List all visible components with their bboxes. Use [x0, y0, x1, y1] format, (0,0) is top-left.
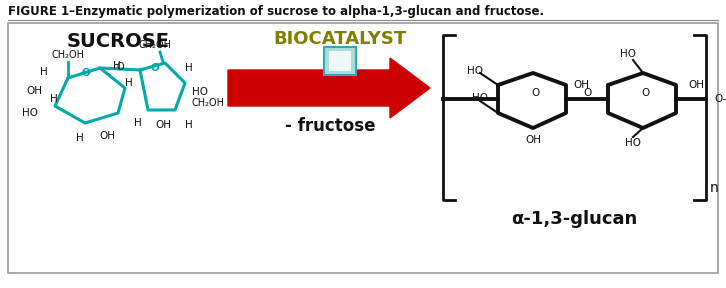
- Text: OH: OH: [26, 86, 42, 96]
- Text: CH₂OH: CH₂OH: [52, 50, 84, 60]
- Text: O: O: [532, 88, 540, 98]
- Text: HO: HO: [620, 49, 636, 59]
- Text: OH: OH: [688, 80, 704, 90]
- Text: H: H: [185, 120, 192, 130]
- Polygon shape: [228, 58, 430, 118]
- Text: O: O: [150, 63, 160, 73]
- Text: O-: O-: [714, 94, 726, 104]
- Text: H: H: [126, 78, 133, 88]
- Text: BIOCATALYST: BIOCATALYST: [274, 30, 407, 48]
- Text: HO: HO: [467, 66, 483, 76]
- Text: O: O: [583, 88, 591, 98]
- Text: OH: OH: [155, 120, 171, 130]
- Bar: [324, 47, 356, 75]
- Text: H: H: [76, 133, 84, 143]
- Text: H: H: [185, 63, 192, 73]
- Text: HO: HO: [472, 93, 488, 103]
- Text: - fructose: - fructose: [285, 117, 375, 135]
- Text: O: O: [81, 68, 90, 78]
- Text: OH: OH: [525, 135, 541, 145]
- Text: n: n: [710, 181, 719, 195]
- Text: CH₂OH: CH₂OH: [192, 98, 225, 108]
- Text: H: H: [50, 94, 58, 104]
- Text: α-1,3-glucan: α-1,3-glucan: [511, 210, 637, 228]
- Text: FIGURE 1–Enzymatic polymerization of sucrose to alpha-1,3-glucan and fructose.: FIGURE 1–Enzymatic polymerization of suc…: [8, 5, 544, 18]
- Text: O: O: [116, 62, 124, 72]
- Text: HO: HO: [625, 138, 641, 148]
- Text: CH₂OH: CH₂OH: [139, 40, 171, 50]
- Text: H: H: [40, 67, 48, 77]
- Text: OH: OH: [99, 131, 115, 141]
- Text: H: H: [113, 61, 121, 71]
- Bar: [329, 51, 351, 71]
- Text: HO: HO: [22, 108, 38, 118]
- Bar: [8, 23, 718, 273]
- Text: O: O: [642, 88, 650, 98]
- Text: H: H: [134, 118, 142, 128]
- Text: OH: OH: [573, 80, 589, 90]
- Text: SUCROSE: SUCROSE: [67, 32, 169, 51]
- Text: HO: HO: [192, 87, 208, 97]
